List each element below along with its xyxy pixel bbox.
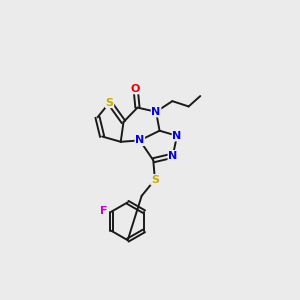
Text: S: S [151,175,159,185]
Text: N: N [135,135,144,146]
Text: F: F [100,206,108,216]
Text: O: O [131,84,140,94]
Text: S: S [106,98,114,107]
Text: N: N [168,151,177,161]
Text: N: N [152,107,161,117]
Text: N: N [172,131,182,141]
